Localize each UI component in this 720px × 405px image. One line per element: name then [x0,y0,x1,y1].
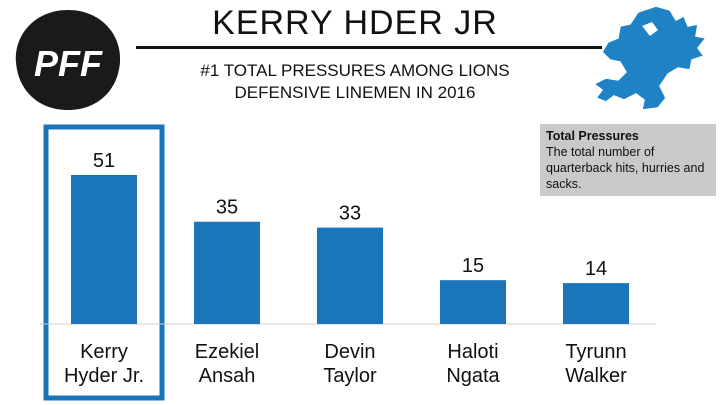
category-label-line: Hyder Jr. [63,365,145,387]
category-label: Kerry Hyder Jr. [39,340,169,388]
highlight-frame [43,124,165,401]
data-label: 51 [93,150,115,172]
bar [71,175,137,324]
page-title: KERRY HDER JR [212,4,498,42]
definition-box: Total Pressures The total number of quar… [540,124,716,196]
bar [440,280,506,324]
data-label: 35 [216,197,238,219]
data-label: 14 [585,258,607,280]
category-label-line: Ansah [198,365,256,387]
pff-logo: PFF [15,10,121,110]
category-label: Ezekiel Ansah [162,340,292,388]
category-label-line: Walker [565,365,627,387]
category-label-line: Taylor [323,365,377,387]
category-label-line: Devin [324,341,376,363]
subtitle-line-2: DEFENSIVE LINEMEN IN 2016 [234,83,476,102]
category-label: Devin Taylor [285,340,415,388]
category-label-line: Ezekiel [194,341,260,363]
bar [563,283,629,324]
category-label-line: Tyrunn [565,341,627,363]
definition-title: Total Pressures [546,129,639,143]
category-label: Tyrunn Walker [531,340,661,388]
bar [317,227,383,324]
data-label: 33 [339,203,361,225]
bar [194,221,260,324]
page-subtitle: #1 TOTAL PRESSURES AMONG LIONS DEFENSIVE… [140,60,570,104]
category-label-line: Haloti [447,341,499,363]
category-label: Haloti Ngata [408,340,538,388]
category-label-line: Ngata [446,365,500,387]
definition-text: The total number of quarterback hits, hu… [546,145,705,191]
lions-logo-icon [592,5,708,111]
subtitle-line-1: #1 TOTAL PRESSURES AMONG LIONS [200,61,510,80]
data-label: 15 [462,255,484,277]
category-label-line: Kerry [80,341,128,363]
pff-logo-text: PFF [34,43,103,84]
title-divider [136,46,602,49]
